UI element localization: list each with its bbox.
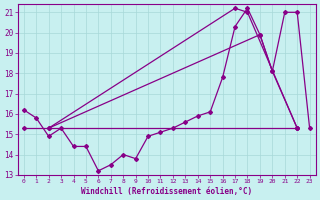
X-axis label: Windchill (Refroidissement éolien,°C): Windchill (Refroidissement éolien,°C) bbox=[81, 187, 252, 196]
